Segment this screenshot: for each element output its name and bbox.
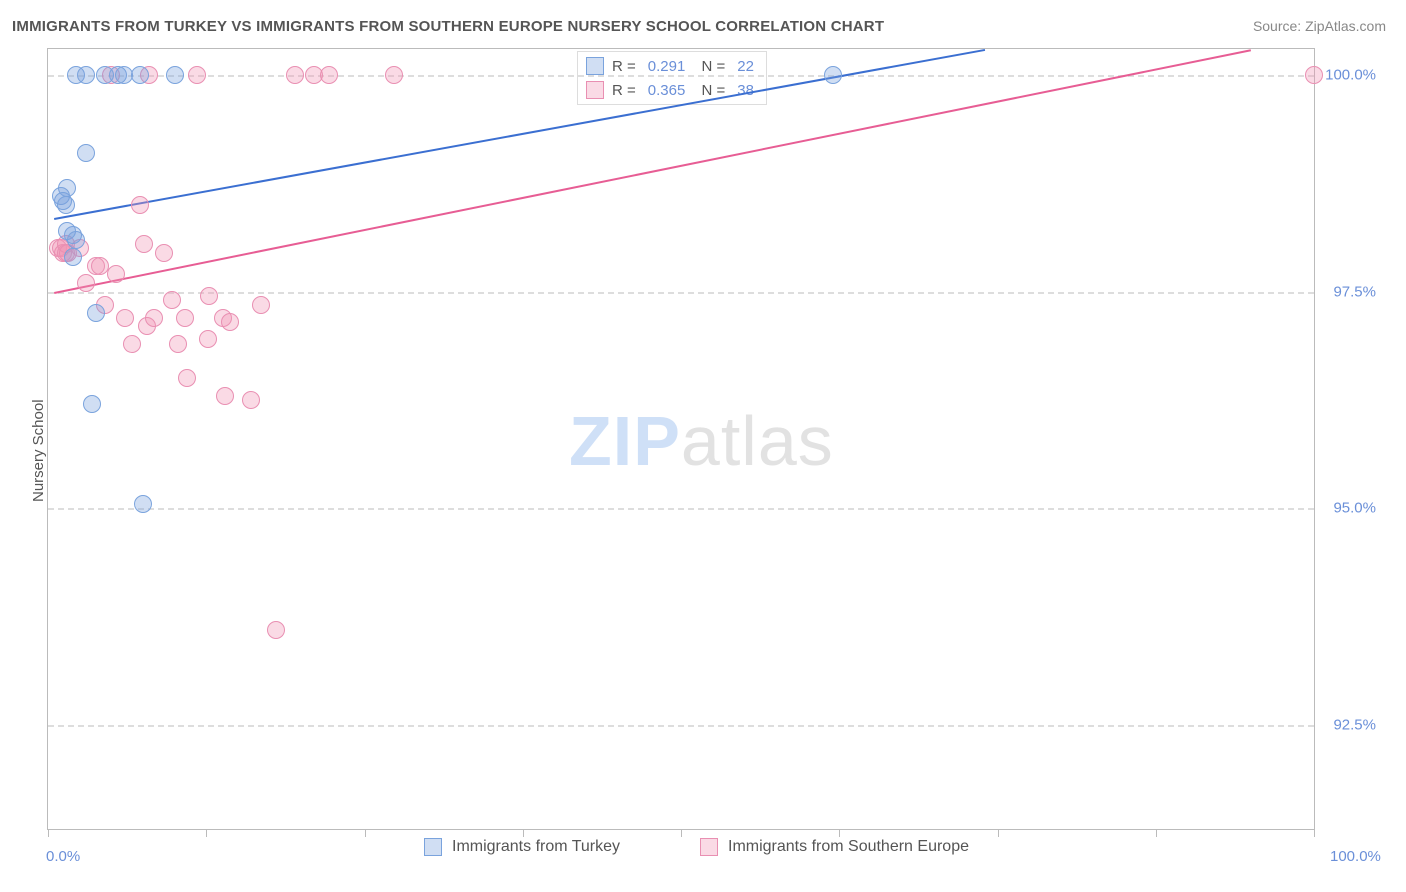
grid-line [48, 725, 1314, 727]
y-tick-label: 95.0% [1333, 500, 1376, 517]
data-point-b [178, 369, 196, 387]
correlation-legend: R =0.291 N =22R =0.365 N =38 [577, 51, 767, 105]
data-point-a [58, 179, 76, 197]
data-point-b [91, 257, 109, 275]
data-point-b [107, 265, 125, 283]
x-axis-min-label: 0.0% [46, 848, 80, 865]
watermark-zip: ZIP [569, 402, 681, 480]
watermark: ZIPatlas [569, 401, 834, 481]
data-point-b [286, 66, 304, 84]
corr-swatch-b [586, 81, 604, 99]
data-point-b [135, 235, 153, 253]
data-point-b [252, 296, 270, 314]
legend-swatch-b [700, 838, 718, 856]
corr-swatch-a [586, 57, 604, 75]
data-point-b [155, 244, 173, 262]
grid-line [48, 508, 1314, 510]
corr-n-value: 22 [737, 58, 754, 75]
y-tick-label: 100.0% [1325, 67, 1376, 84]
data-point-b [385, 66, 403, 84]
x-tick [998, 829, 999, 837]
x-tick [1314, 829, 1315, 837]
data-point-a [131, 66, 149, 84]
data-point-b [169, 335, 187, 353]
data-point-a [87, 304, 105, 322]
data-point-a [77, 66, 95, 84]
data-point-a [67, 231, 85, 249]
chart-title: IMMIGRANTS FROM TURKEY VS IMMIGRANTS FRO… [12, 18, 884, 35]
data-point-a [166, 66, 184, 84]
corr-n-value: 38 [737, 82, 754, 99]
legend-series-a: Immigrants from Turkey [424, 838, 620, 856]
corr-r-label: R = [612, 58, 636, 75]
grid-line [48, 292, 1314, 294]
corr-r-label: R = [612, 82, 636, 99]
corr-row-b: R =0.365 N =38 [586, 78, 758, 102]
x-tick [523, 829, 524, 837]
data-point-b [188, 66, 206, 84]
x-tick [365, 829, 366, 837]
data-point-a [83, 395, 101, 413]
data-point-b [131, 196, 149, 214]
data-point-b [221, 313, 239, 331]
legend-swatch-a [424, 838, 442, 856]
data-point-b [320, 66, 338, 84]
corr-r-value: 0.365 [648, 82, 686, 99]
data-point-a [115, 66, 133, 84]
corr-r-value: 0.291 [648, 58, 686, 75]
data-point-a [77, 144, 95, 162]
y-tick-label: 92.5% [1333, 717, 1376, 734]
corr-n-label: N = [697, 58, 725, 75]
data-point-a [57, 196, 75, 214]
x-tick [206, 829, 207, 837]
legend-label-a: Immigrants from Turkey [452, 838, 620, 856]
x-tick [681, 829, 682, 837]
data-point-a [64, 248, 82, 266]
x-tick [1156, 829, 1157, 837]
source-label: Source: ZipAtlas.com [1253, 18, 1386, 34]
data-point-b [216, 387, 234, 405]
data-point-a [824, 66, 842, 84]
data-point-b [199, 330, 217, 348]
y-tick-label: 97.5% [1333, 283, 1376, 300]
x-tick [48, 829, 49, 837]
plot-area: ZIPatlas R =0.291 N =22R =0.365 N =38 10… [47, 48, 1315, 830]
data-point-b [77, 274, 95, 292]
data-point-b [1305, 66, 1323, 84]
y-axis-title: Nursery School [30, 399, 47, 502]
data-point-b [163, 291, 181, 309]
data-point-b [176, 309, 194, 327]
data-point-b [145, 309, 163, 327]
x-axis-max-label: 100.0% [1330, 848, 1381, 865]
data-point-b [200, 287, 218, 305]
data-point-b [123, 335, 141, 353]
data-point-b [242, 391, 260, 409]
data-point-b [267, 621, 285, 639]
data-point-a [134, 495, 152, 513]
legend-label-b: Immigrants from Southern Europe [728, 838, 969, 856]
x-tick [839, 829, 840, 837]
data-point-b [116, 309, 134, 327]
legend-series-b: Immigrants from Southern Europe [700, 838, 969, 856]
watermark-atlas: atlas [681, 402, 834, 480]
